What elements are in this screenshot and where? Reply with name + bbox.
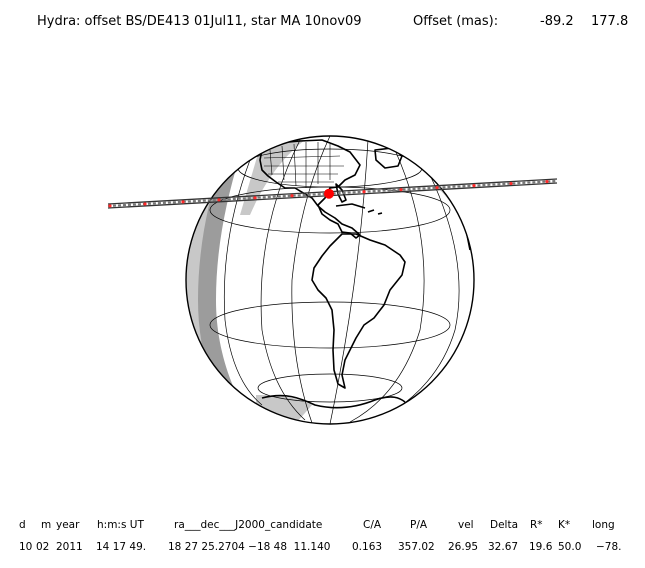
value-coordinates: 18 27 25.2704 −18 48 11.140 — [168, 541, 331, 553]
plot-title: Hydra: offset BS/DE413 01Jul11, star MA … — [37, 14, 362, 29]
track-time-marker — [399, 188, 403, 192]
value-ca: 0.163 — [352, 541, 383, 553]
title-line: Hydra: offset BS/DE413 01Jul11, star MA … — [0, 12, 645, 34]
longitude-line — [349, 149, 425, 423]
antarctica-outline — [261, 394, 406, 409]
value-time: 14 17 49. — [96, 541, 147, 553]
table-value-row: 10 02 2011 14 17 49. 18 27 25.2704 −18 4… — [0, 539, 645, 557]
track-time-marker — [290, 194, 294, 198]
closest-approach-marker — [324, 188, 334, 199]
value-delta: 32.67 — [488, 541, 519, 553]
col-header-pa: P/A — [410, 519, 428, 531]
col-header-year: year — [56, 519, 80, 531]
track-time-marker — [143, 202, 147, 206]
globe — [185, 135, 475, 425]
globe-disk — [186, 136, 474, 424]
col-header-kstar: K* — [558, 519, 571, 531]
value-month: 02 — [36, 541, 50, 553]
value-rstar: 19.6 — [529, 541, 553, 553]
track-time-marker — [362, 190, 366, 194]
track-time-marker — [217, 198, 221, 202]
col-header-time: h:m:s UT — [97, 519, 144, 531]
col-header-rstar: R* — [530, 519, 543, 531]
longitude-line — [260, 139, 306, 421]
col-header-vel: vel — [458, 519, 474, 531]
value-long: −78. — [596, 541, 622, 553]
south-america-outline — [311, 233, 406, 389]
track-time-marker — [509, 181, 513, 186]
track-time-marker — [108, 204, 112, 208]
latitude-line — [209, 301, 451, 349]
col-header-month: m — [41, 519, 52, 531]
us-state-borders — [263, 142, 344, 188]
track-time-marker — [545, 179, 549, 184]
longitude-line — [394, 174, 460, 411]
value-vel: 26.95 — [448, 541, 479, 553]
col-header-ca: C/A — [363, 519, 382, 531]
caribbean-islands — [335, 203, 383, 215]
longitude-line — [223, 159, 263, 406]
globe-limb — [185, 135, 475, 425]
value-kstar: 50.0 — [558, 541, 582, 553]
latitude-line — [257, 373, 403, 403]
longitude-line — [291, 136, 331, 424]
track-time-marker — [181, 200, 185, 204]
track-time-marker — [435, 186, 439, 190]
value-pa: 357.02 — [398, 541, 435, 553]
col-header-delta: Delta — [490, 519, 519, 531]
offset-ra-value: -89.2 — [540, 14, 574, 29]
col-header-long: long — [592, 519, 615, 531]
latitude-line — [209, 186, 451, 234]
north-america-outline — [259, 139, 361, 239]
shadow-track — [107, 178, 558, 209]
track-time-marker — [472, 184, 476, 188]
col-header-coordinates: ra___dec___J2000_candidate — [174, 519, 323, 531]
offset-label: Offset (mas): — [413, 14, 499, 29]
offset-dec-value: 177.8 — [591, 14, 629, 29]
value-year: 2011 — [56, 541, 83, 553]
longitude-line — [329, 139, 369, 424]
table-header-row: d m year h:m:s UT ra___dec___J2000_candi… — [0, 517, 645, 535]
col-header-day: d — [19, 519, 26, 531]
track-time-marker — [253, 196, 257, 200]
value-day: 10 — [19, 541, 33, 553]
